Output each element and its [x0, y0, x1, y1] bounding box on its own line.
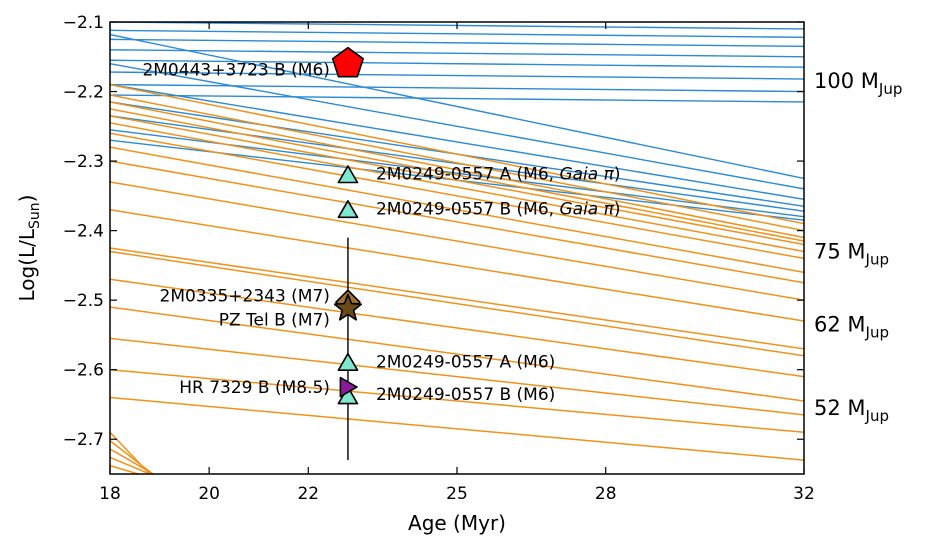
- mass-label: 52 MJup: [814, 396, 889, 425]
- point-label: 2M0249-0557 A (M6, Gaia π): [376, 165, 621, 185]
- ticks-layer: [109, 21, 805, 474]
- point-label-text: PZ Tel B (M7): [219, 311, 330, 331]
- orange-track-12: [110, 250, 804, 357]
- orange-track-0: [110, 83, 804, 225]
- y-axis-title-main: Log(L/L: [15, 228, 39, 301]
- point-label: 2M0249-0557 B (M6, Gaia π): [376, 199, 621, 219]
- point-label: PZ Tel B (M7): [219, 311, 330, 331]
- mass-label-sub: Jup: [865, 250, 889, 268]
- point-label-text: 2M0249-0557 B (M6,: [376, 199, 560, 219]
- point-label-text: 2M0249-0557 A (M6): [376, 352, 555, 372]
- y-tick-label: −2.1: [63, 13, 104, 33]
- point-label: HR 7329 B (M8.5): [179, 378, 330, 398]
- orange-track-1: [110, 94, 804, 232]
- point-label-italic: Gaia π: [559, 199, 614, 219]
- mass-label-main: 62 M: [814, 312, 866, 336]
- y-tick-label: −2.7: [63, 430, 104, 450]
- orange-fan-track-3: [110, 456, 152, 474]
- x-tick-label: 32: [793, 484, 815, 504]
- point-label-text: 2M0335+2343 (M7): [160, 286, 330, 306]
- mass-label-main: 100 M: [814, 69, 879, 93]
- point-label-end: ): [614, 165, 621, 185]
- point-label-text: 2M0443+3723 B (M6): [142, 60, 329, 80]
- orange-track-9: [110, 181, 804, 301]
- y-tick-label: −2.3: [63, 152, 104, 172]
- y-tick-label: −2.4: [63, 222, 104, 242]
- y-axis-title: Log(L/LSun): [15, 194, 43, 301]
- point-label-italic: Gaia π: [559, 165, 614, 185]
- marker-star: [333, 293, 363, 321]
- orange-track-3: [110, 108, 804, 242]
- blue-track-8: [110, 33, 804, 180]
- orange-track-13: [110, 278, 804, 378]
- points-layer: [331, 46, 364, 405]
- x-tick-label: 25: [446, 484, 468, 504]
- tracks-layer: [110, 22, 804, 474]
- marker-pentagon: [331, 46, 364, 78]
- orange-track-6: [110, 132, 804, 260]
- point-label-text: HR 7329 B (M8.5): [179, 378, 330, 398]
- point-label: 2M0443+3723 B (M6): [142, 60, 329, 80]
- marker-triangle: [337, 352, 359, 371]
- blue-track-9: [110, 63, 804, 190]
- marker-triangle: [337, 200, 359, 219]
- mass-label-sub: Jup: [865, 407, 889, 425]
- x-tick-label: 28: [595, 484, 617, 504]
- orange-fan-track-2: [110, 448, 155, 474]
- blue-track-5: [110, 71, 804, 80]
- mass-label-main: 75 M: [814, 239, 866, 263]
- x-tick-label: 18: [99, 484, 121, 504]
- orange-track-16: [110, 368, 804, 434]
- point-label: 2M0249-0557 B (M6): [376, 385, 555, 405]
- mass-label: 62 MJup: [814, 312, 889, 341]
- mass-label-main: 52 M: [814, 396, 866, 420]
- orange-track-17: [110, 396, 804, 461]
- orange-track-15: [110, 337, 804, 416]
- blue-track-1: [110, 29, 804, 38]
- blue-track-7: [110, 94, 804, 103]
- marker-triangle: [337, 165, 359, 184]
- orange-track-5: [110, 122, 804, 253]
- orange-track-10: [110, 209, 804, 322]
- marker-right-triangle: [339, 376, 358, 398]
- mass-label-sub: Jup: [865, 323, 889, 341]
- y-tick-label: −2.2: [63, 83, 104, 103]
- point-label-text: 2M0249-0557 A (M6,: [376, 165, 560, 185]
- point-label-end: ): [614, 199, 621, 219]
- mass-label: 75 MJup: [814, 239, 889, 268]
- labels-layer: 18 20 22 25 28 32 −2.1 −2.2 −2.3 −2.4 −2.5 −2.6 −2.7…: [63, 13, 903, 504]
- x-axis-title: Age (Myr): [408, 511, 506, 535]
- blue-track-6: [110, 83, 804, 93]
- y-axis-title-sub: Sun: [27, 202, 43, 229]
- y-tick-label: −2.5: [63, 291, 104, 311]
- orange-track-7: [110, 146, 804, 274]
- orange-fan-track-4: [110, 464, 141, 474]
- x-tick-label: 22: [297, 484, 319, 504]
- orange-track-11: [110, 247, 804, 350]
- point-label: 2M0249-0557 A (M6): [376, 352, 555, 372]
- y-tick-label: −2.6: [63, 361, 104, 381]
- blue-track-4: [110, 59, 804, 68]
- y-axis-title-close: ): [15, 194, 39, 202]
- orange-fan-track-1: [110, 440, 154, 474]
- mass-label-sub: Jup: [878, 80, 902, 98]
- blue-track-10: [110, 83, 804, 201]
- x-tick-label: 20: [198, 484, 220, 504]
- point-label-text: 2M0249-0557 B (M6): [376, 385, 555, 405]
- blue-track-3: [110, 49, 804, 58]
- point-label: 2M0335+2343 (M7): [160, 286, 330, 306]
- blue-track-2: [110, 38, 804, 48]
- orange-track-4: [110, 115, 804, 246]
- orange-track-2: [110, 101, 804, 239]
- orange-track-8: [110, 160, 804, 284]
- mass-label: 100 MJup: [814, 69, 902, 98]
- orange-track-14: [110, 306, 804, 402]
